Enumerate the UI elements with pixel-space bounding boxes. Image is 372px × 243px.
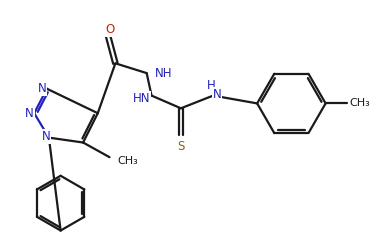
Text: S: S bbox=[177, 140, 185, 153]
Text: H: H bbox=[207, 79, 215, 92]
Text: CH₃: CH₃ bbox=[349, 98, 370, 108]
Text: HN: HN bbox=[133, 92, 151, 105]
Text: N: N bbox=[213, 88, 221, 101]
Text: N: N bbox=[42, 130, 50, 143]
Text: O: O bbox=[105, 23, 114, 36]
Text: NH: NH bbox=[154, 67, 172, 80]
Text: N: N bbox=[38, 82, 46, 95]
Text: CH₃: CH₃ bbox=[117, 156, 138, 166]
Text: N: N bbox=[25, 107, 34, 120]
